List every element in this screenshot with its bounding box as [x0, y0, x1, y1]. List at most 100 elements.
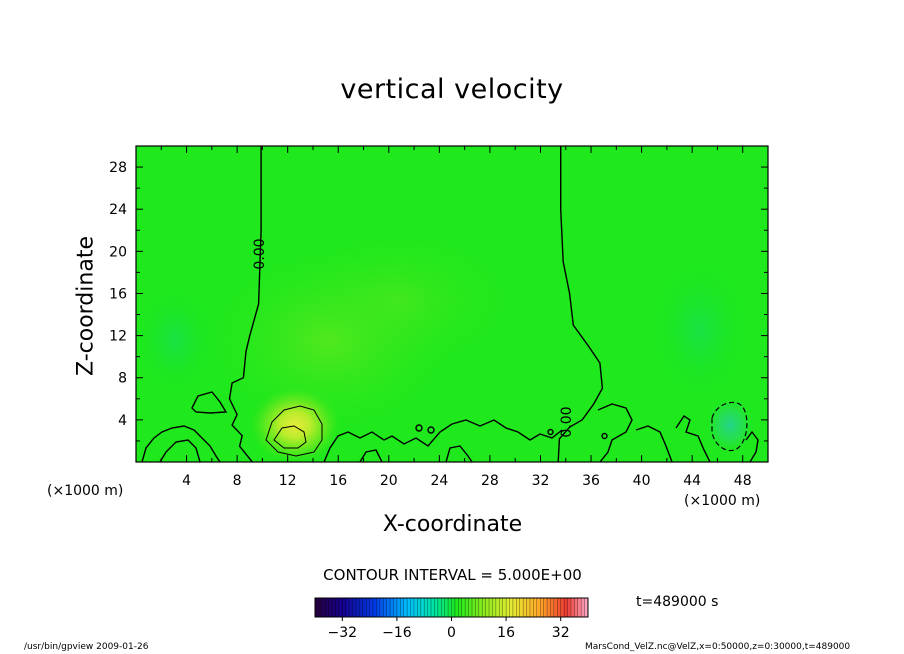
colorbar-cell [540, 598, 545, 617]
zero-contour-right [557, 146, 604, 462]
zero-contour-left [228, 146, 262, 462]
colorbar-cell [362, 598, 367, 617]
colorbar-cell [485, 598, 490, 617]
colorbar-cell [373, 598, 377, 617]
colorbar-cell [512, 598, 517, 617]
colorbar-cell [349, 598, 353, 617]
x-axis-ticks: 4 8 12 16 20 24 28 32 36 40 44 48 [160, 146, 752, 489]
x-unit-label-right: (×1000 m) [684, 493, 761, 509]
contour-blob-left-inner [159, 439, 201, 462]
colorbar-cell [523, 598, 527, 617]
colorbar-cell [321, 598, 326, 617]
contour-blob-left-upper [191, 391, 228, 414]
contour-labels: 0.00 0.00 [252, 238, 575, 437]
colorbar-cell [495, 598, 500, 617]
colorbar-tick-label: −16 [382, 625, 412, 641]
x-tick-label: 32 [532, 473, 550, 489]
contour-interval-text: CONTOUR INTERVAL = 5.000E+00 [323, 566, 582, 584]
colorbar-cell [516, 598, 521, 617]
field-glow-upper [290, 230, 510, 370]
y-axis-label: Z-coordinate [73, 236, 99, 376]
colorbar-cell [461, 598, 466, 617]
contour-right-lobe [635, 425, 673, 462]
colorbar-cell [560, 598, 565, 617]
contour-negative-dashed [711, 401, 748, 452]
colorbar-cell [393, 598, 398, 617]
x-tick-label: 44 [683, 473, 701, 489]
colorbar-cell [574, 598, 579, 617]
colorbar-cell [366, 598, 370, 617]
x-tick-label: 4 [182, 473, 191, 489]
colorbar-cell [468, 598, 473, 617]
colorbar-cell [502, 598, 507, 617]
colorbar-cell [543, 598, 548, 617]
colorbar-cell [355, 598, 360, 617]
colorbar-cell [369, 598, 374, 617]
contour-warm-core [265, 405, 323, 457]
contour-bottom-noise-2 [445, 445, 473, 462]
colorbar-ticks: −32 −16 0 16 32 [328, 617, 570, 641]
colorbar-cell [437, 598, 442, 617]
contour-dots-1 [415, 424, 608, 440]
colorbar-cell [318, 598, 323, 617]
colorbar-cell [471, 598, 476, 617]
x-tick-label: 36 [582, 473, 600, 489]
colorbar-cell [328, 598, 333, 617]
colorbar-cell [383, 598, 388, 617]
y-tick-label: 20 [109, 244, 127, 260]
x-unit-label-left: (×1000 m) [47, 483, 124, 499]
x-tick-label: 28 [481, 473, 499, 489]
colorbar-cell [567, 598, 572, 617]
colorbar-cell [413, 598, 418, 617]
colorbar-cell [564, 598, 568, 617]
y-tick-label: 4 [118, 413, 127, 429]
x-tick-label: 24 [430, 473, 448, 489]
colorbar-cell [526, 598, 531, 617]
y-tick-label: 28 [109, 160, 127, 176]
colorbar-cell [519, 598, 524, 617]
chart-title: vertical velocity [340, 74, 564, 105]
contour-lines [141, 146, 759, 462]
colorbar-cell [475, 598, 480, 617]
colorbar-cell [478, 598, 483, 617]
y-tick-label: 24 [109, 202, 127, 218]
colorbar-cell [396, 598, 401, 617]
colorbar-cell [506, 598, 510, 617]
colorbar-cell [315, 598, 319, 617]
colorbar-cell [403, 598, 408, 617]
colorbar-cell [417, 598, 422, 617]
y-tick-label: 8 [118, 371, 127, 387]
x-tick-label: 8 [233, 473, 242, 489]
x-tick-label: 20 [380, 473, 398, 489]
colorbar-cell [547, 598, 551, 617]
colorbar-cell [536, 598, 541, 617]
colorbar-cell [390, 598, 394, 617]
colorbar-cell [342, 598, 347, 617]
field-cool-core [705, 397, 755, 453]
colorbar-cell [577, 598, 582, 617]
colorbar-cell [454, 598, 459, 617]
y-tick-label: 12 [109, 329, 127, 345]
colorbar [314, 597, 589, 618]
x-tick-label: 48 [734, 473, 752, 489]
colorbar-cell [550, 598, 555, 617]
colorbar-cell [376, 598, 381, 617]
colorbar-cell [482, 598, 487, 617]
colorbar-cell [509, 598, 514, 617]
colorbar-cell [581, 598, 585, 617]
x-tick-label: 16 [329, 473, 347, 489]
colorbar-cell [359, 598, 364, 617]
colorbar-cell [448, 598, 452, 617]
field-cool-left [136, 280, 220, 400]
contour-bottom-noise-1 [323, 419, 563, 462]
colorbar-cell [458, 598, 463, 617]
velocity-field [136, 146, 768, 462]
colorbar-cell [489, 598, 493, 617]
colorbar-cell [379, 598, 384, 617]
colorbar-cell [332, 598, 336, 617]
colorbar-cell [431, 598, 435, 617]
colorbar-cell [570, 598, 575, 617]
colorbar-cell [345, 598, 350, 617]
colorbar-cell [465, 598, 469, 617]
